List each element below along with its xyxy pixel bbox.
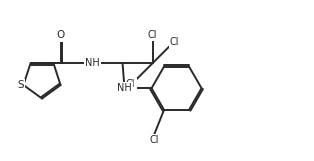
Text: Cl: Cl (149, 135, 159, 145)
Text: O: O (57, 30, 65, 40)
Text: Cl: Cl (126, 79, 135, 89)
Text: S: S (17, 80, 24, 90)
Text: NH: NH (117, 83, 132, 93)
Text: NH: NH (85, 58, 100, 68)
Text: Cl: Cl (148, 30, 157, 40)
Text: Cl: Cl (170, 37, 179, 47)
